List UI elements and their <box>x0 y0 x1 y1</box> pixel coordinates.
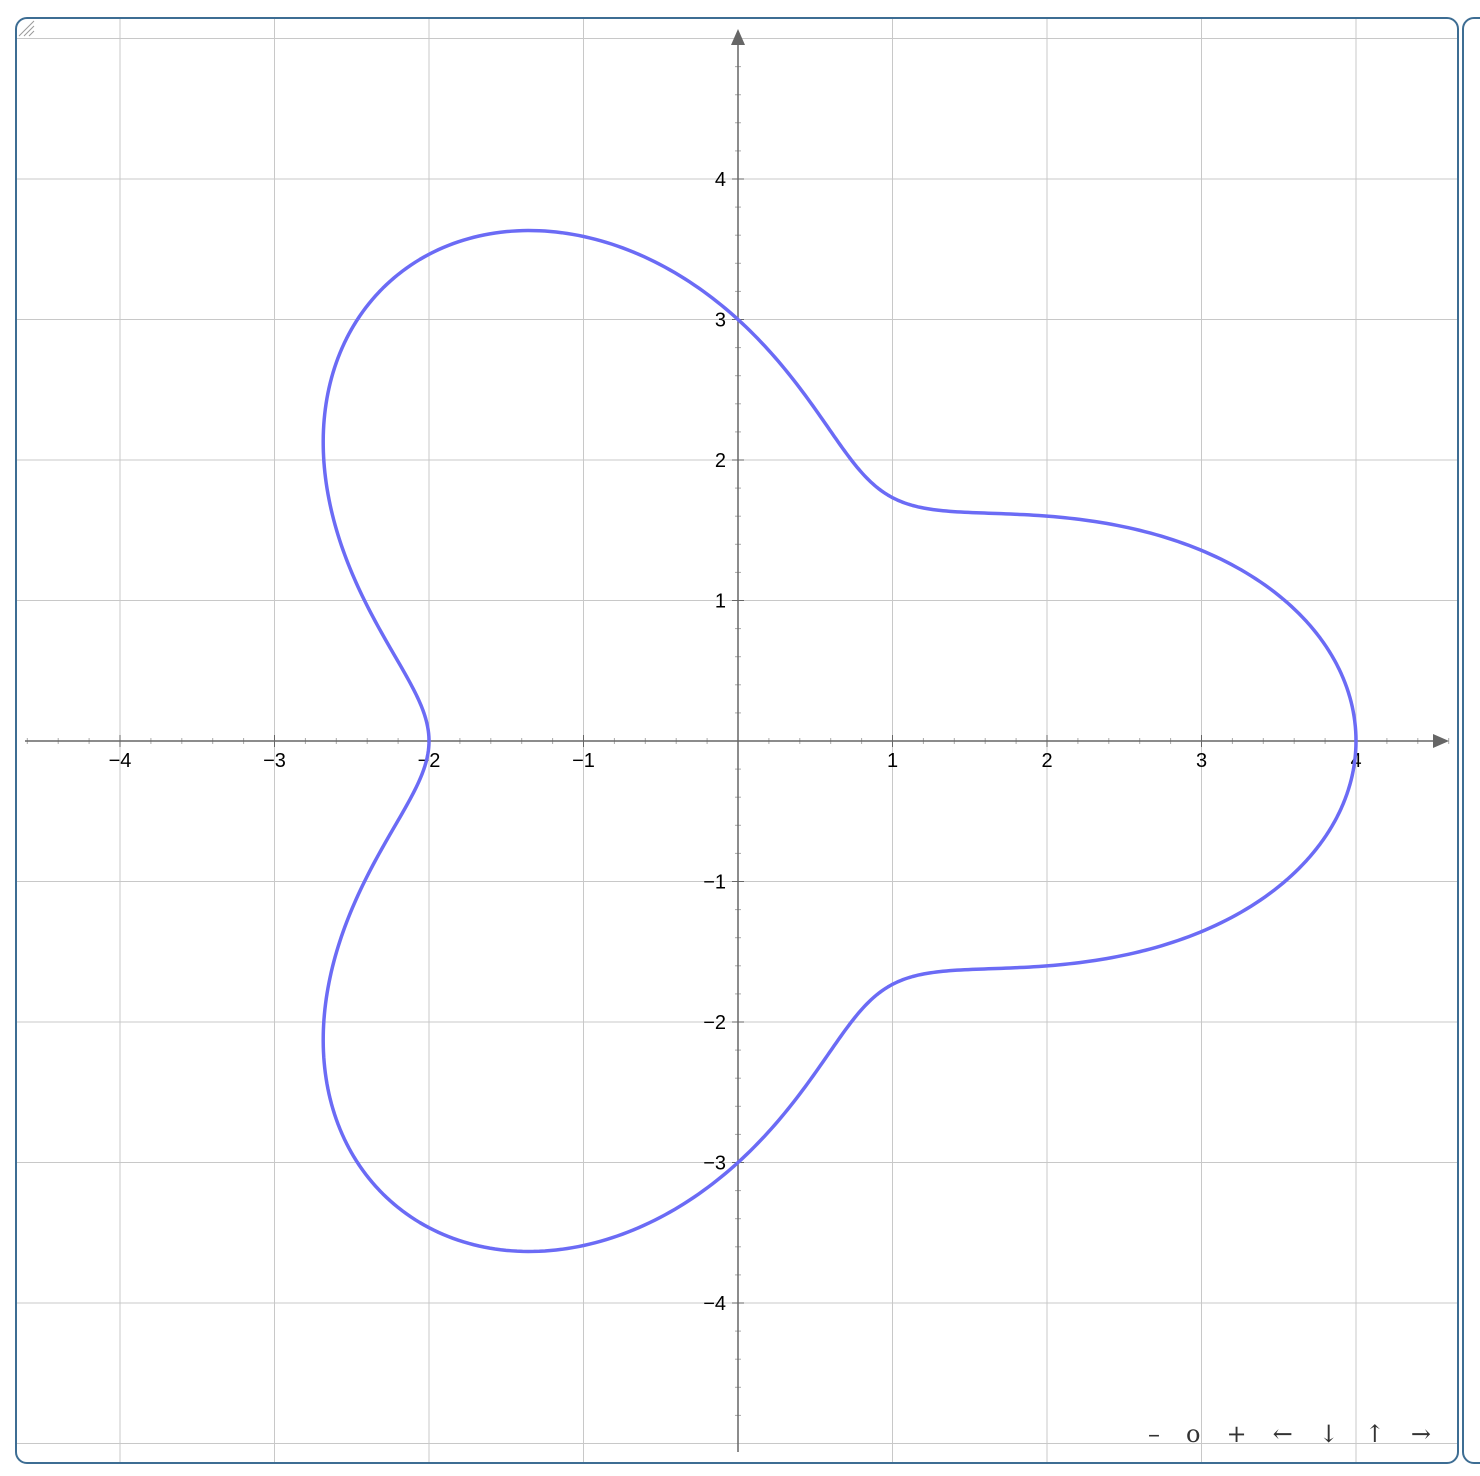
x-axis-arrow-icon <box>1433 734 1449 748</box>
navigation-bar: – o + ← ↓ ↑ → <box>1144 1420 1435 1448</box>
y-tick-label: −1 <box>703 872 726 894</box>
y-tick-label: −3 <box>703 1153 726 1175</box>
resize-handle-icon[interactable] <box>17 19 35 37</box>
y-axis-arrow-icon <box>731 29 745 45</box>
pan-right-button[interactable]: → <box>1410 1420 1431 1448</box>
graph-board[interactable]: −4 −3 −2 −1 1 2 3 4 −4 −3 −2 −1 1 2 3 4 – o + ← ↓ ↑ → <box>15 17 1459 1464</box>
y-tick-label: 2 <box>715 450 726 472</box>
x-tick-label: 3 <box>1196 750 1207 772</box>
zoom-reset-button[interactable]: o <box>1186 1420 1201 1448</box>
y-tick-label: 3 <box>715 310 726 332</box>
x-tick-label: 2 <box>1041 750 1052 772</box>
zoom-in-button[interactable]: + <box>1226 1420 1247 1448</box>
zoom-out-button[interactable]: – <box>1148 1420 1160 1448</box>
x-tick-label: −4 <box>109 750 132 772</box>
x-tick-label: −1 <box>572 750 595 772</box>
x-tick-label: −3 <box>263 750 286 772</box>
pan-left-button[interactable]: ← <box>1272 1420 1293 1448</box>
secondary-board-edge <box>1462 17 1480 1464</box>
pan-up-button[interactable]: ↑ <box>1364 1420 1385 1448</box>
y-tick-label: −4 <box>703 1293 726 1315</box>
y-tick-label: 1 <box>715 591 726 613</box>
y-tick-label: 4 <box>715 169 726 191</box>
curve-series-line <box>321 228 1358 1254</box>
pan-down-button[interactable]: ↓ <box>1318 1420 1339 1448</box>
x-tick-label: 1 <box>887 750 898 772</box>
y-tick-label: −2 <box>703 1012 726 1034</box>
